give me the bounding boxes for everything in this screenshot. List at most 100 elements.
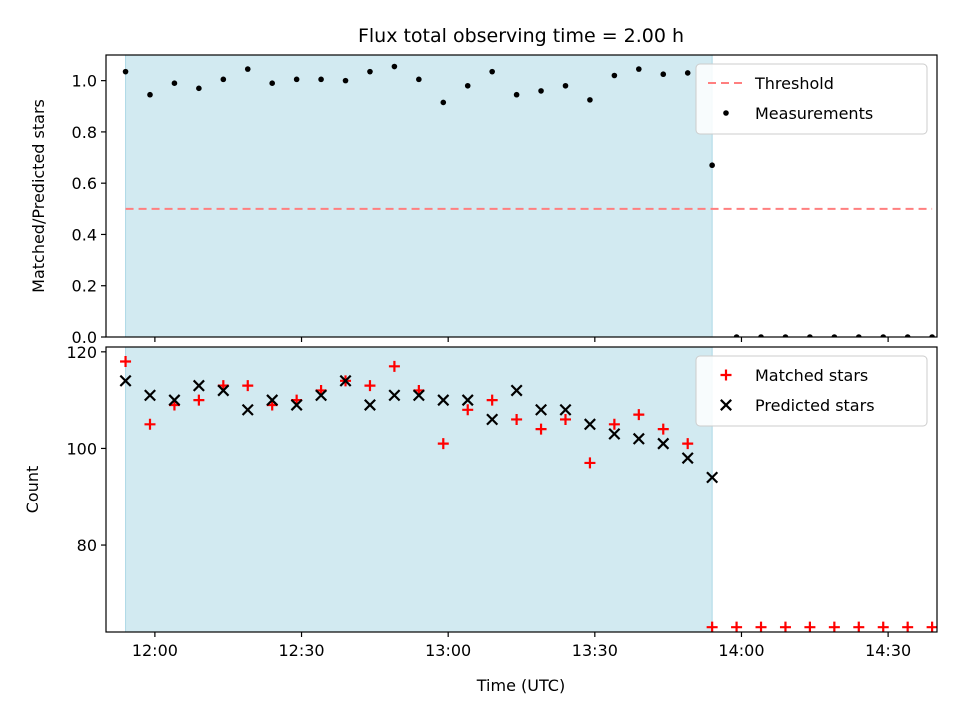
- data-point: [339, 374, 352, 387]
- data-point: [192, 379, 205, 392]
- data-point: [510, 384, 523, 397]
- data-point: [709, 162, 715, 169]
- data-point: [293, 76, 300, 83]
- legend-box: [695, 355, 928, 427]
- data-point: [657, 437, 670, 450]
- y-tick-label: 120: [66, 343, 97, 362]
- bottom-panel: 80 100 120 12:00 12:30 13:00 13:30 14:00 14:30 Co…: [23, 343, 938, 660]
- data-point: [559, 413, 571, 425]
- series-predicted-stars: [119, 374, 719, 484]
- y-tick-label: 0.6: [72, 174, 97, 193]
- data-point: [511, 413, 523, 425]
- x-tick-label: 13:00: [425, 641, 471, 660]
- data-point: [171, 80, 178, 86]
- data-point: [220, 76, 227, 83]
- data-point: [758, 334, 764, 337]
- data-point: [196, 85, 202, 92]
- data-point: [608, 418, 620, 430]
- data-point: [779, 621, 791, 632]
- data-point: [486, 413, 499, 426]
- data-point: [489, 68, 495, 75]
- data-point: [562, 82, 569, 89]
- data-point: [241, 403, 254, 416]
- data-point: [684, 70, 691, 76]
- plot-area: [122, 63, 935, 337]
- data-point: [538, 88, 544, 94]
- data-point: [391, 63, 398, 70]
- data-point: [461, 394, 474, 407]
- x-tick-label: 14:00: [718, 641, 764, 660]
- legend-label: Threshold: [754, 74, 834, 93]
- data-point: [244, 66, 251, 72]
- legend-swatch: [720, 369, 732, 381]
- y-axis-title: Count: [23, 466, 42, 514]
- x-tick-label: 14:30: [865, 641, 911, 660]
- observing-window-shade: [125, 54, 713, 338]
- data-point: [440, 99, 447, 106]
- legend: Threshold Measurements: [695, 63, 928, 135]
- legend-swatch: [723, 110, 729, 116]
- data-point: [902, 621, 914, 632]
- data-point: [437, 394, 450, 407]
- data-point: [342, 77, 349, 84]
- data-point: [636, 66, 642, 72]
- data-point: [853, 621, 865, 632]
- data-point: [464, 82, 471, 89]
- data-point: [877, 621, 889, 632]
- data-point: [412, 389, 425, 402]
- y-axis-title: Matched/Predicted stars: [29, 99, 48, 293]
- legend-label: Matched stars: [755, 366, 868, 385]
- data-point: [388, 389, 401, 402]
- data-point: [144, 389, 156, 402]
- data-point: [535, 403, 548, 416]
- data-point: [122, 68, 129, 75]
- data-point: [660, 71, 667, 78]
- data-point: [782, 334, 789, 337]
- data-point: [706, 471, 719, 484]
- data-point: [584, 457, 596, 469]
- data-point: [587, 97, 593, 103]
- top-panel: 0.0 0.2 0.4 0.6 0.8 1.0 Matched/Predicted star…: [29, 54, 938, 347]
- axes-frame: [105, 54, 938, 338]
- data-point: [880, 334, 887, 337]
- data-point: [363, 398, 376, 411]
- data-point: [904, 334, 911, 337]
- y-tick-label: 0.8: [72, 123, 97, 142]
- y-tick-label: 0.4: [72, 225, 97, 244]
- data-point: [144, 418, 156, 430]
- legend-box: [695, 63, 928, 135]
- data-point: [364, 380, 376, 392]
- data-point: [831, 334, 838, 337]
- data-point: [266, 394, 279, 407]
- x-tick-label: 13:30: [572, 641, 618, 660]
- data-point: [755, 621, 767, 632]
- axes-frame: [105, 346, 938, 633]
- data-point: [486, 394, 498, 406]
- data-point: [217, 384, 230, 397]
- y-tick-label: 0.2: [72, 277, 97, 296]
- data-point: [682, 438, 694, 450]
- data-point: [315, 389, 328, 402]
- data-point: [437, 438, 449, 450]
- data-point: [513, 91, 520, 98]
- data-point: [828, 621, 840, 632]
- data-point: [926, 621, 937, 632]
- data-point: [120, 355, 132, 367]
- data-point: [611, 72, 618, 79]
- data-point: [462, 404, 474, 416]
- data-point: [929, 334, 935, 337]
- data-point: [367, 68, 373, 75]
- y-tick-label: 100: [66, 439, 97, 458]
- x-axis-title: Time (UTC): [476, 676, 565, 695]
- data-point: [681, 452, 694, 465]
- data-point: [269, 80, 276, 86]
- legend-swatch: [720, 399, 732, 411]
- data-point: [535, 423, 547, 435]
- data-point: [147, 91, 153, 98]
- plot-area: [119, 355, 937, 632]
- data-point: [804, 621, 816, 632]
- x-tick-label: 12:30: [278, 641, 324, 660]
- legend: Matched stars Predicted stars: [695, 355, 928, 427]
- legend-label: Predicted stars: [755, 396, 875, 415]
